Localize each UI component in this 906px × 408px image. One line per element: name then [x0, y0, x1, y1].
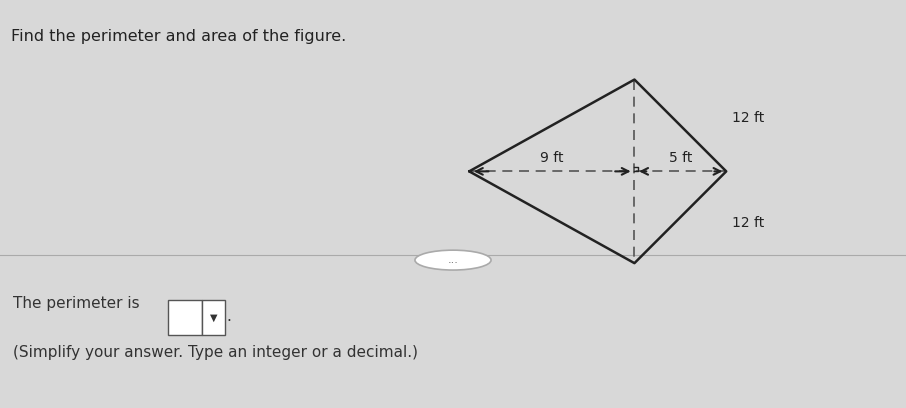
Text: 5 ft: 5 ft: [669, 151, 692, 165]
Text: The perimeter is: The perimeter is: [13, 296, 140, 311]
Text: .: .: [226, 309, 231, 324]
Text: Find the perimeter and area of the figure.: Find the perimeter and area of the figur…: [11, 29, 346, 44]
Text: 12 ft: 12 ft: [732, 216, 764, 230]
Text: ▼: ▼: [209, 313, 217, 322]
Text: (Simplify your answer. Type an integer or a decimal.): (Simplify your answer. Type an integer o…: [13, 345, 418, 360]
Text: ...: ...: [448, 255, 458, 265]
Ellipse shape: [415, 250, 491, 270]
Text: 9 ft: 9 ft: [540, 151, 564, 165]
Text: 12 ft: 12 ft: [732, 111, 764, 125]
